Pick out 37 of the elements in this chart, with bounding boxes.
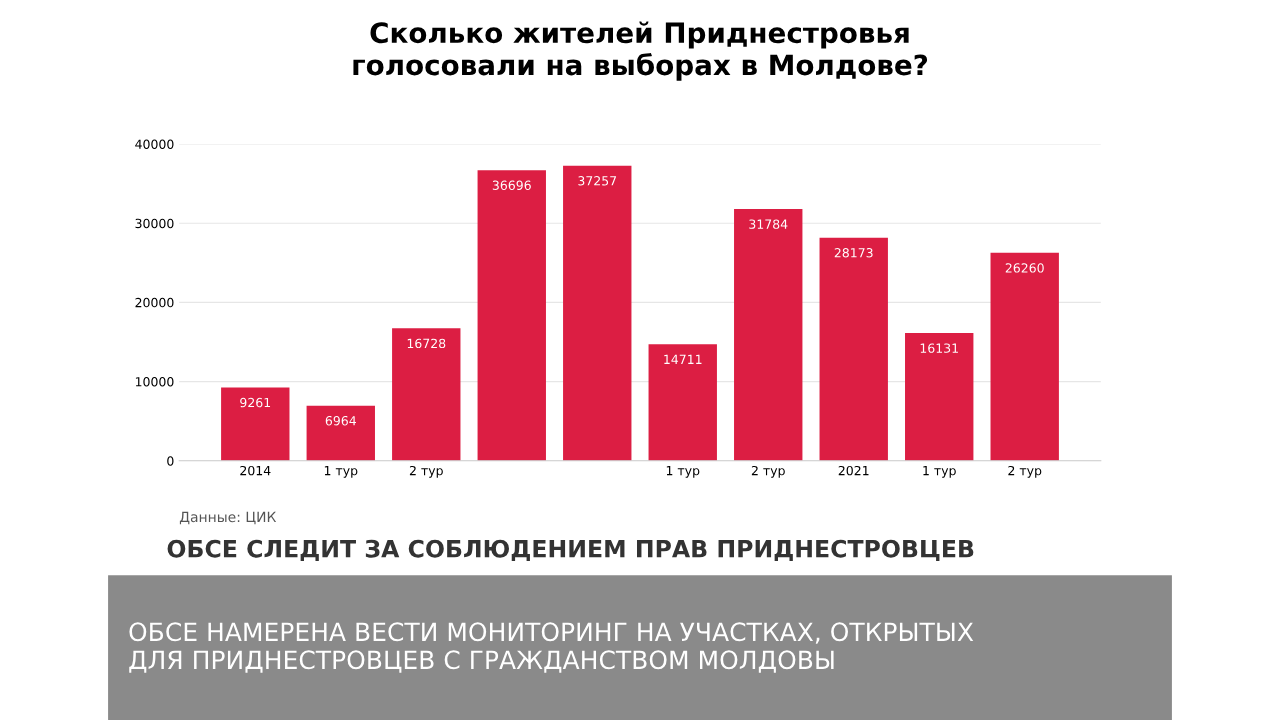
bar [306, 405, 375, 461]
text: ОБСЕ НАМЕРЕНА ВЕСТИ МОНИТОРИНГ НА УЧАСТКАХ, ОТКРЫТЫХ ДЛЯ ПРИДНЕСТРОВЦЕВ С ГРАЖДАНСТВОМ МОЛДОВЫ [129, 622, 974, 673]
y-tick-label: 10000 [135, 377, 174, 387]
data-label: 36696 [492, 180, 531, 190]
x-tick-label: 2014 [240, 465, 271, 476]
text: Данные: ЦИК [179, 511, 277, 525]
bar [990, 252, 1059, 461]
data-label: 26260 [1005, 263, 1044, 273]
bar [392, 328, 461, 461]
x-tick-label: 1 тур [666, 466, 700, 478]
data-label: 37257 [578, 176, 617, 186]
y-tick-label: 40000 [135, 139, 174, 149]
bar [648, 344, 717, 461]
y-tick-label: 20000 [135, 297, 174, 308]
data-label: 6964 [325, 415, 356, 426]
x-tick-label: 2021 [838, 465, 869, 476]
text: ОБСЕ СЛЕДИТ ЗА СОБЛЮДЕНИЕМ ПРАВ ПРИДНЕСТРОВЦЕВ [167, 539, 974, 562]
bar [905, 333, 974, 461]
y-tick-label: 0 [167, 456, 174, 466]
bar [563, 165, 632, 461]
x-tick-label: 2 тур [409, 465, 443, 478]
data-label: 31784 [749, 219, 788, 229]
x-tick-label: 2 тур [751, 465, 785, 478]
bar [477, 170, 546, 461]
x-tick-label: 1 тур [324, 466, 358, 478]
bar [819, 237, 888, 461]
bar [221, 387, 290, 461]
data-label: 16728 [407, 338, 446, 349]
data-label: 9261 [240, 397, 271, 408]
x-tick-label: 1 тур [923, 466, 956, 478]
data-label: 28173 [834, 248, 873, 258]
data-label: 14711 [664, 354, 702, 364]
bar [734, 209, 803, 461]
x-tick-label: 2 тур [1008, 465, 1042, 478]
chart-title: Сколько жителей Приднестровья голосовали на выборах в Молдове? [353, 21, 928, 81]
y-tick-label: 30000 [135, 218, 174, 229]
data-label: 16131 [920, 343, 958, 353]
